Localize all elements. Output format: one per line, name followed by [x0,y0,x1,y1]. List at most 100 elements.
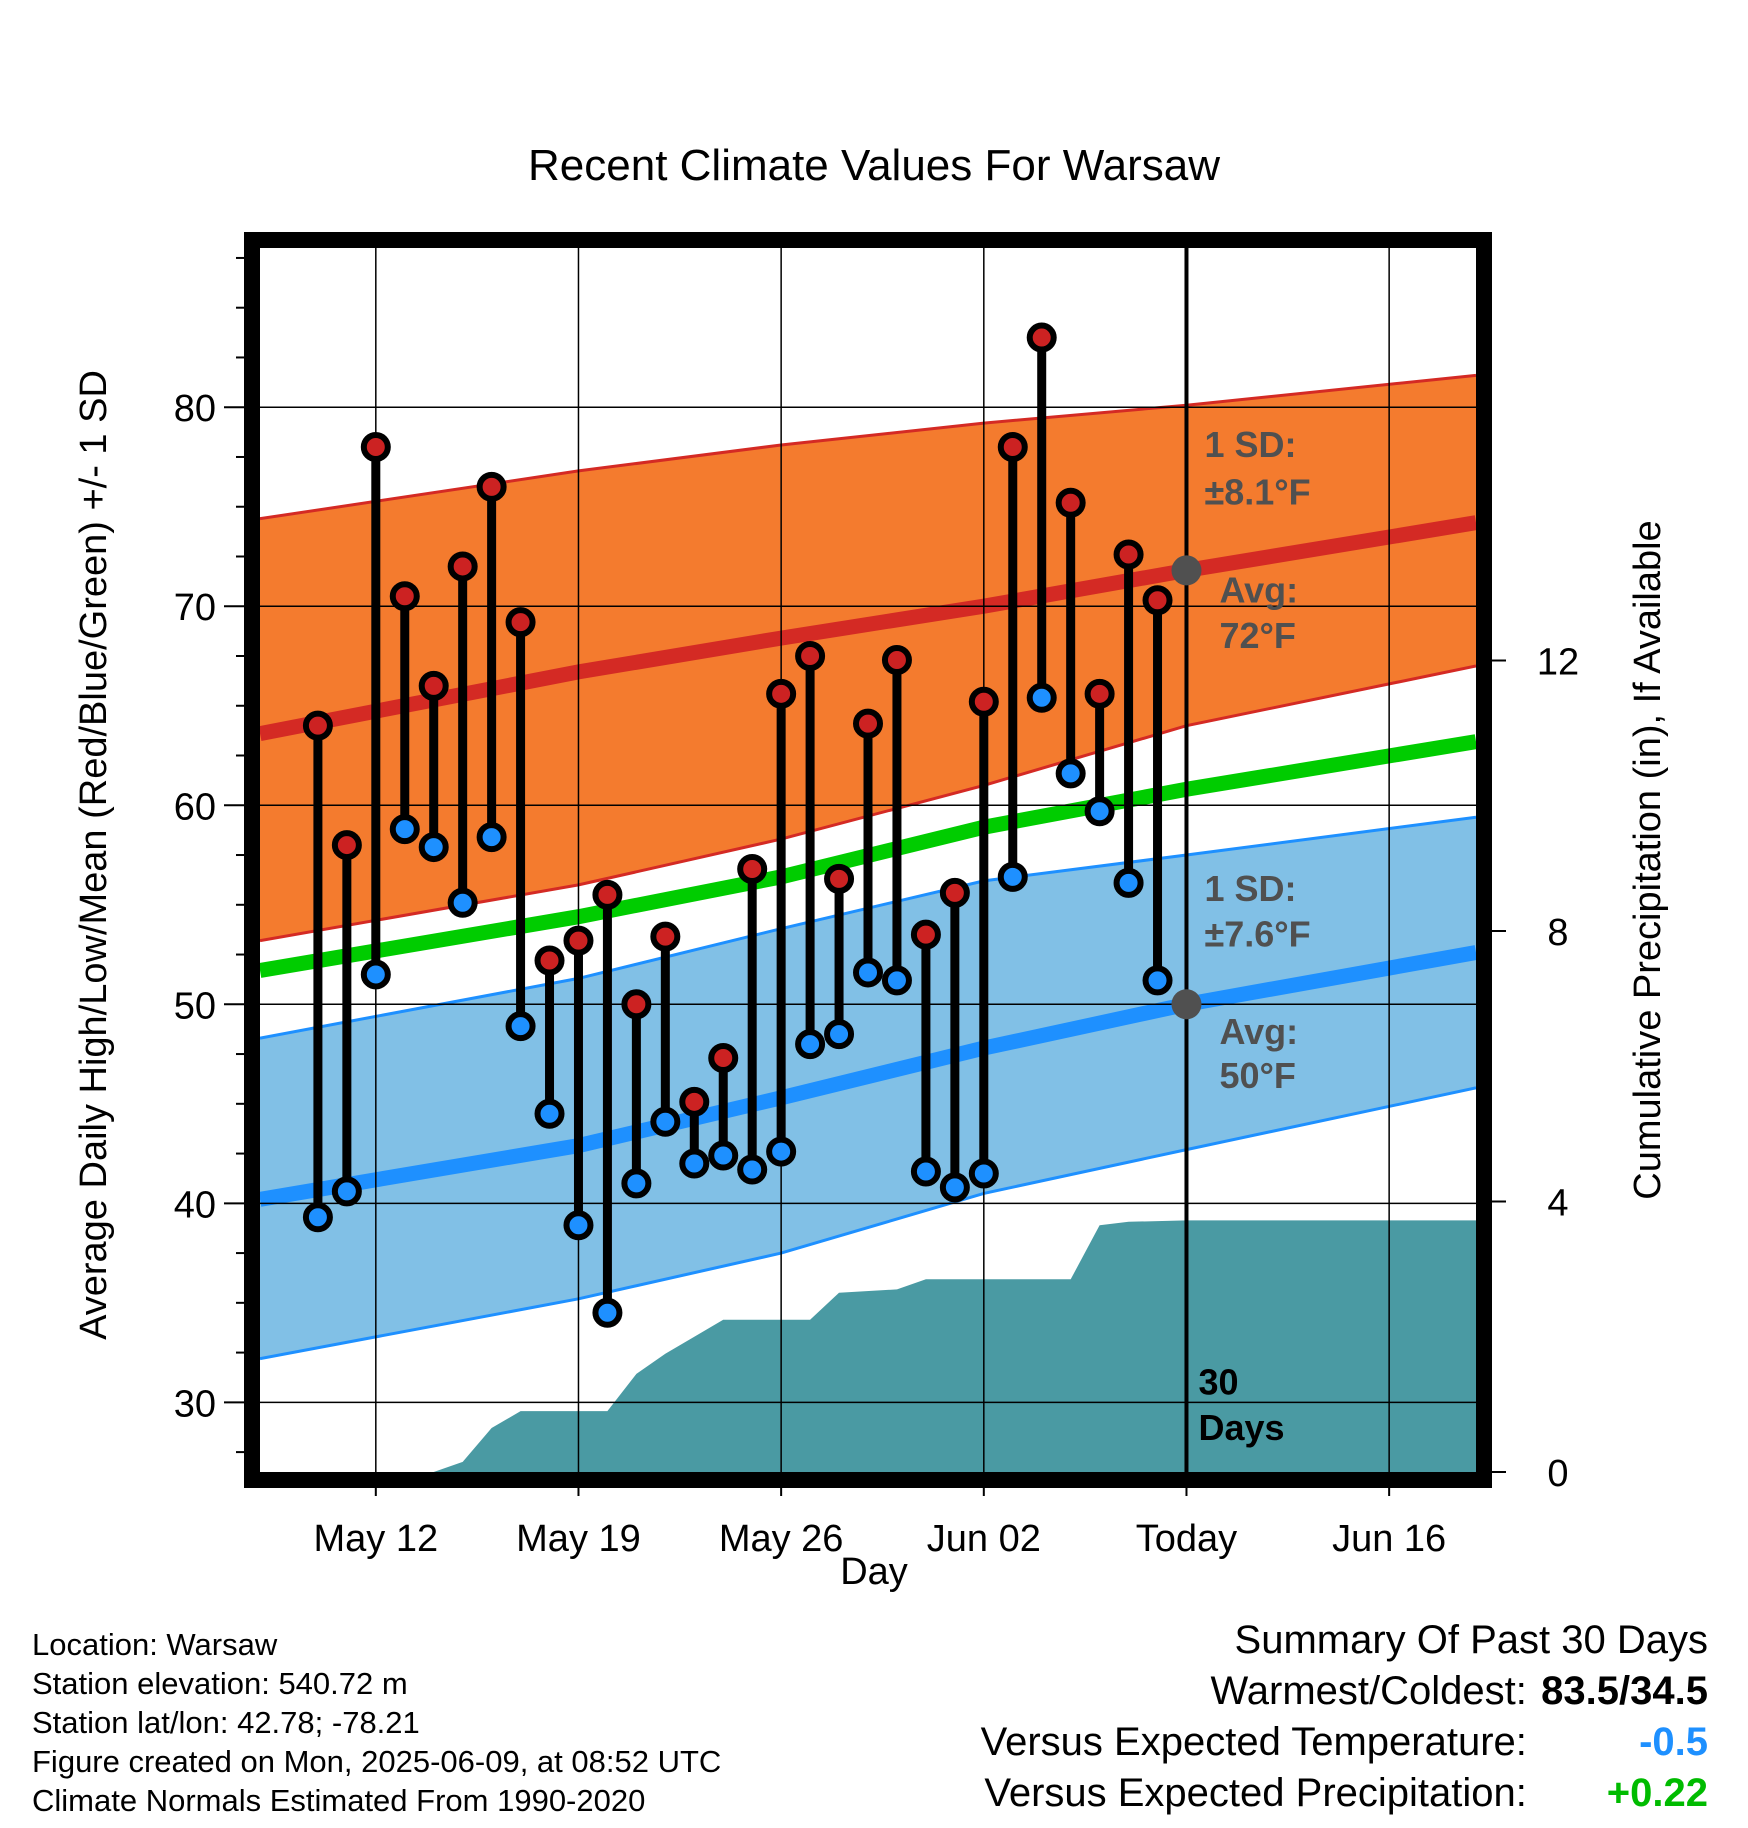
climate-chart: Recent Climate Values For Warsaw 1 SD: ±8… [73,141,1669,1593]
x-tick-label: May 12 [313,1518,438,1560]
high-point [592,879,623,910]
low-point [853,957,883,988]
low-point [1055,758,1086,789]
precip-value: +0.22 [1606,1771,1708,1815]
avg-high-line [260,515,1476,741]
low-point [621,1168,652,1199]
low-avg-label: Avg: [1219,1011,1298,1052]
warmest-value: 83.5/34.5 [1541,1669,1708,1713]
low-point [389,814,420,845]
high-point [360,432,391,463]
today-avg-low-marker [1171,989,1202,1020]
low-point [650,1106,681,1137]
today-days-label: 30 [1198,1361,1238,1402]
avg-low-line [260,945,1476,1207]
high-point [679,1086,710,1117]
low-point [737,1154,768,1185]
high-sd-label: 1 SD: [1204,424,1296,465]
high-point [331,830,362,861]
y2-tick-label: 0 [1547,1453,1568,1495]
high-point [302,710,333,741]
temp-label: Versus Expected Temperature: [980,1720,1527,1764]
high-point [708,1043,739,1074]
high-point [1142,585,1173,616]
high-point [997,432,1028,463]
location-text: Location: Warsaw [32,1627,278,1662]
low-point [1084,796,1115,827]
high-point [447,551,478,582]
summary-title: Summary Of Past 30 Days [1234,1618,1708,1662]
high-point [476,471,507,502]
y2-axis-label: Cumulative Precipitation (in), If Availa… [1627,520,1669,1199]
y2-tick-label: 4 [1547,1183,1568,1225]
low-sd-lower-line [260,1086,1476,1361]
low-point [997,861,1028,892]
low-point [360,959,391,990]
created-text: Figure created on Mon, 2025-06-09, at 08… [32,1744,722,1779]
normals-text: Climate Normals Estimated From 1990-2020 [32,1783,646,1818]
y-tick-label: 40 [174,1184,216,1226]
summary-panel: Summary Of Past 30 Days Warmest/Coldest:… [981,1615,1708,1819]
low-point [679,1148,710,1179]
low-point [766,1136,797,1167]
high-point [795,641,826,671]
summary-precip-row: Versus Expected Precipitation: +0.22 [981,1768,1708,1819]
plot-frame [244,232,1492,1488]
high-point [563,925,594,956]
y-tick-label: 60 [174,786,216,828]
high-point [881,644,912,675]
high-point [968,686,999,717]
low-point [476,822,507,853]
low-point [824,1019,855,1050]
low-point [505,1011,536,1042]
precipitation-area [404,1220,1476,1472]
chart-title: Recent Climate Values For Warsaw [528,141,1220,190]
high-avg-label: Avg: [1219,569,1298,610]
precip-label: Versus Expected Precipitation: [984,1771,1527,1815]
high-point [650,921,681,952]
today-days-label: Days [1198,1407,1284,1448]
low-point [1142,965,1173,996]
high-point [1026,322,1057,353]
high-point [1084,678,1115,709]
low-point [1113,867,1144,898]
y2-tick-label: 8 [1547,912,1568,954]
y-tick-label: 80 [174,388,216,430]
low-avg-value: 50°F [1219,1055,1295,1096]
elevation-text: Station elevation: 540.72 m [32,1666,408,1701]
low-point [302,1202,333,1233]
x-tick-label: Jun 16 [1332,1518,1446,1560]
warmest-label: Warmest/Coldest: [1210,1669,1527,1713]
high-point [1055,487,1086,518]
high-point [1113,539,1144,570]
high-point [737,853,768,884]
low-sd-upper-line [260,815,1476,1040]
y-tick-label: 50 [174,985,216,1027]
low-point [418,832,449,863]
y-tick-label: 30 [174,1383,216,1425]
high-point [505,607,536,638]
low-point [795,1029,826,1060]
low-point [968,1158,999,1189]
today-avg-high-marker [1171,555,1202,586]
high-point [766,678,797,709]
low-point [910,1156,941,1187]
latlon-text: Station lat/lon: 42.78; -78.21 [32,1705,420,1740]
high-point [853,708,883,739]
low-point [447,887,478,918]
x-axis-label: Day [840,1551,908,1593]
high-sd-upper-line [260,373,1476,521]
low-point [708,1140,739,1171]
high-avg-value: 72°F [1219,615,1295,656]
low-point [939,1172,970,1203]
y-axis-label: Average Daily High/Low/Mean (Red/Blue/Gr… [73,370,115,1340]
low-sd-label: 1 SD: [1204,868,1296,909]
high-sd-band [260,375,1476,941]
y2-tick-label: 12 [1537,642,1579,684]
low-point [1026,682,1057,713]
high-point [534,945,565,976]
high-point [418,670,449,701]
x-tick-label: Jun 02 [927,1518,1041,1560]
low-point [534,1098,565,1129]
